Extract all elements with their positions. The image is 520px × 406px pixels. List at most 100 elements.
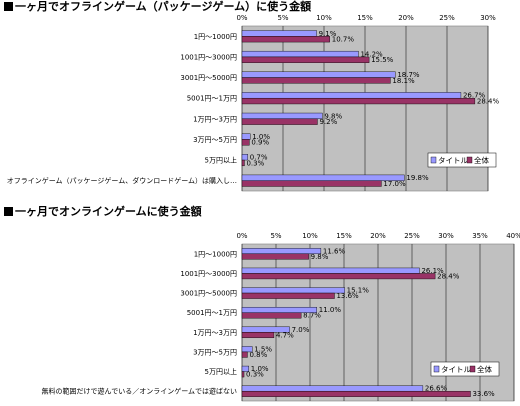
x-tick-label: 0% <box>236 232 247 240</box>
bar-overall <box>241 390 471 397</box>
chart-title-text: 一ヶ月でオフラインゲーム（パッケージゲーム）に使う金額 <box>15 0 312 13</box>
data-label: 19.8% <box>406 174 429 182</box>
data-label: 11.0% <box>319 306 342 314</box>
title-square-icon <box>4 2 13 11</box>
legend-entry: 全体 <box>477 364 492 374</box>
bar-overall <box>241 253 309 260</box>
bar-title <box>241 174 405 181</box>
offline-chart: 0% 5% 10% 15% 20% 25% 30% 1円～1000円 9.1%10.7% 1001… <box>7 14 500 192</box>
data-label: 15.1% <box>347 287 370 295</box>
data-label: 14.2% <box>360 50 383 58</box>
category-label: 1円～1000円 <box>194 33 237 41</box>
legend-swatch <box>469 365 476 373</box>
x-tick-label: 25% <box>404 232 420 240</box>
bar-overall <box>241 97 476 105</box>
data-label: 4.7% <box>276 331 294 339</box>
bar-title <box>241 30 317 37</box>
x-tick-label: 10% <box>302 232 318 240</box>
x-tick-label: 20% <box>370 232 386 240</box>
bar-overall <box>241 312 302 319</box>
legend-swatch <box>430 156 437 164</box>
bar-title <box>241 92 462 99</box>
bar-title <box>241 385 424 392</box>
category-label: 5万円以上 <box>205 367 237 376</box>
data-label: 13.6% <box>336 292 359 300</box>
data-label: 11.6% <box>323 247 346 255</box>
legend-box <box>427 152 497 168</box>
data-label: 17.0% <box>383 180 406 188</box>
category-label: 1円～1000円 <box>194 250 237 258</box>
legend-box <box>430 361 500 377</box>
bar-title <box>241 267 420 274</box>
x-tick-label: 30% <box>438 232 454 240</box>
category-label: 3001円～5000円 <box>180 290 237 298</box>
bar-title <box>241 154 248 161</box>
bar-overall <box>241 118 318 125</box>
bar-title <box>241 133 251 140</box>
data-label: 1.5% <box>254 345 272 353</box>
bar-title <box>241 248 322 255</box>
data-label: 15.5% <box>371 56 394 64</box>
category-label: オフラインゲーム（パッケージゲーム、ダウンロードゲーム）は購入し… <box>7 176 237 185</box>
data-label: 8.7% <box>303 312 321 320</box>
data-label: 26.6% <box>425 385 448 393</box>
bar-overall <box>241 180 382 187</box>
online-chart: 0% 5% 10% 15% 20% 25% 30% 35% 40% 1円～1000円 11.6%9.… <box>42 232 520 402</box>
chart-title: 一ヶ月でオンラインゲームに使う金額 <box>4 205 202 219</box>
bar-overall <box>241 332 275 339</box>
x-tick-label: 15% <box>336 232 352 240</box>
x-tick-label: 5% <box>270 232 281 240</box>
x-tick-label: 0% <box>236 14 247 22</box>
data-label: 9.8% <box>311 253 329 261</box>
bar-title <box>241 365 250 372</box>
data-label: 0.9% <box>251 139 269 147</box>
data-label: 28.4% <box>437 272 460 280</box>
bar-title <box>241 71 396 78</box>
bar-overall <box>241 273 436 280</box>
data-label: 9.1% <box>319 30 337 38</box>
data-label: 1.0% <box>251 365 269 373</box>
bar-overall <box>241 351 248 358</box>
x-tick-label: 15% <box>357 14 373 22</box>
category-label: 3万円～5万円 <box>193 348 237 356</box>
bar-overall <box>241 77 391 84</box>
category-label: 1万円～3万円 <box>193 329 237 337</box>
category-label: 5万円以上 <box>205 156 237 165</box>
bar-overall <box>241 139 250 146</box>
category-label: 無料の範囲だけで遊んでいる／オンラインゲームでは遊ばない <box>42 387 237 396</box>
bar-overall <box>241 56 370 63</box>
x-tick-label: 5% <box>277 14 288 22</box>
data-label: 33.6% <box>472 390 495 398</box>
data-label: 0.7% <box>250 154 268 162</box>
category-label: 1万円～3万円 <box>193 115 237 123</box>
data-label: 9.2% <box>319 118 337 126</box>
data-label: 0.3% <box>246 159 264 167</box>
data-label: 7.0% <box>292 326 310 334</box>
x-tick-label: 25% <box>439 14 455 22</box>
bar-overall <box>241 292 335 299</box>
bar-title <box>241 112 323 120</box>
data-label: 10.7% <box>332 36 355 44</box>
legend-entry: タイトル <box>441 365 471 374</box>
data-label: 18.1% <box>392 77 415 85</box>
legend-swatch <box>466 156 473 164</box>
category-label: 1001円～3000円 <box>180 53 237 61</box>
x-tick-label: 10% <box>316 14 332 22</box>
category-label: 5001円～1万円 <box>187 309 237 317</box>
category-label: 1001円～3000円 <box>180 270 237 278</box>
bar-overall <box>241 36 330 43</box>
chart-title-text: 一ヶ月でオンラインゲームに使う金額 <box>15 205 202 218</box>
data-label: 28.4% <box>477 97 500 105</box>
data-label: 26.1% <box>421 267 444 275</box>
bar-title <box>241 287 345 294</box>
x-tick-label: 20% <box>398 14 414 22</box>
bar-overall <box>241 159 245 167</box>
category-label: 3001円～5000円 <box>180 74 237 82</box>
legend-swatch <box>433 365 440 373</box>
offline-chart-panel: 一ヶ月でオフラインゲーム（パッケージゲーム）に使う金額 0% 5% 10% 15% 20… <box>0 0 520 200</box>
category-label: 3万円～5万円 <box>193 136 237 144</box>
category-label: 5001円～1万円 <box>187 95 237 103</box>
data-label: 26.7% <box>463 92 486 100</box>
legend-entry: タイトル <box>438 156 468 165</box>
data-label: 9.8% <box>324 112 342 120</box>
